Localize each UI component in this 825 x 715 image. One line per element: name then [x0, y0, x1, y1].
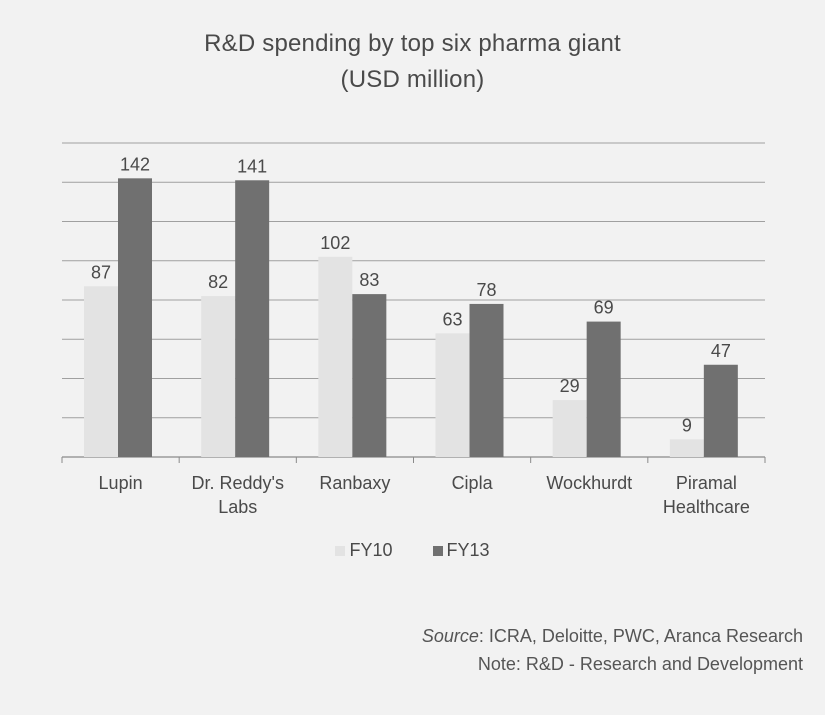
data-label: 47 — [711, 341, 731, 361]
data-label: 9 — [682, 415, 692, 435]
bar-fy10-piramal-healthcare — [669, 439, 704, 457]
legend-swatch-fy13 — [432, 545, 443, 556]
chart-legend: FY10 FY13 — [0, 540, 825, 561]
category-label: Labs — [218, 497, 257, 517]
data-label: 29 — [560, 376, 580, 396]
bar-fy13-ranbaxy — [352, 294, 387, 457]
category-label: Healthcare — [663, 497, 750, 517]
category-label: Cipla — [452, 473, 494, 493]
bar-fy13-cipla — [469, 303, 504, 457]
note-line: Note: R&D - Research and Development — [477, 654, 803, 674]
category-label: Ranbaxy — [319, 473, 390, 493]
data-label: 102 — [320, 233, 350, 253]
category-label: Wockhurdt — [546, 473, 632, 493]
bar-fy10-lupin — [84, 286, 118, 457]
bar-fy10-ranbaxy — [318, 256, 353, 457]
data-label: 63 — [442, 309, 462, 329]
data-label: 142 — [120, 154, 150, 174]
bar-fy13-piramal-healthcare — [703, 364, 738, 457]
data-label: 82 — [208, 272, 228, 292]
legend-item-fy10: FY10 — [335, 540, 393, 561]
bar-fy13-lupin — [118, 178, 152, 457]
category-label: Piramal — [676, 473, 737, 493]
legend-swatch-fy10 — [335, 545, 346, 556]
category-label: Dr. Reddy's — [192, 473, 284, 493]
chart-subtitle: (USD million) — [340, 66, 485, 93]
bar-fy10-cipla — [435, 333, 470, 457]
data-label: 87 — [91, 262, 111, 282]
bar-fy10-dr-reddy-s-labs — [201, 296, 236, 457]
source-note: Source: ICRA, Deloitte, PWC, Aranca Rese… — [422, 622, 803, 678]
category-label: Lupin — [99, 473, 143, 493]
chart-title: R&D spending by top six pharma giant — [204, 30, 621, 57]
legend-label-fy10: FY10 — [349, 540, 393, 560]
data-label: 78 — [476, 280, 496, 300]
bar-fy13-wockhurdt — [586, 321, 621, 457]
data-label: 141 — [237, 156, 267, 176]
data-label: 83 — [359, 270, 379, 290]
source-line: Source: ICRA, Deloitte, PWC, Aranca Rese… — [422, 622, 803, 650]
bar-fy13-dr-reddy-s-labs — [235, 180, 270, 457]
bar-fy10-wockhurdt — [552, 400, 587, 457]
source-text: : ICRA, Deloitte, PWC, Aranca Research — [478, 626, 803, 646]
data-label: 69 — [594, 298, 614, 318]
legend-label-fy13: FY13 — [446, 540, 490, 560]
legend-item-fy13: FY13 — [432, 540, 490, 561]
source-label: Source — [421, 626, 479, 646]
